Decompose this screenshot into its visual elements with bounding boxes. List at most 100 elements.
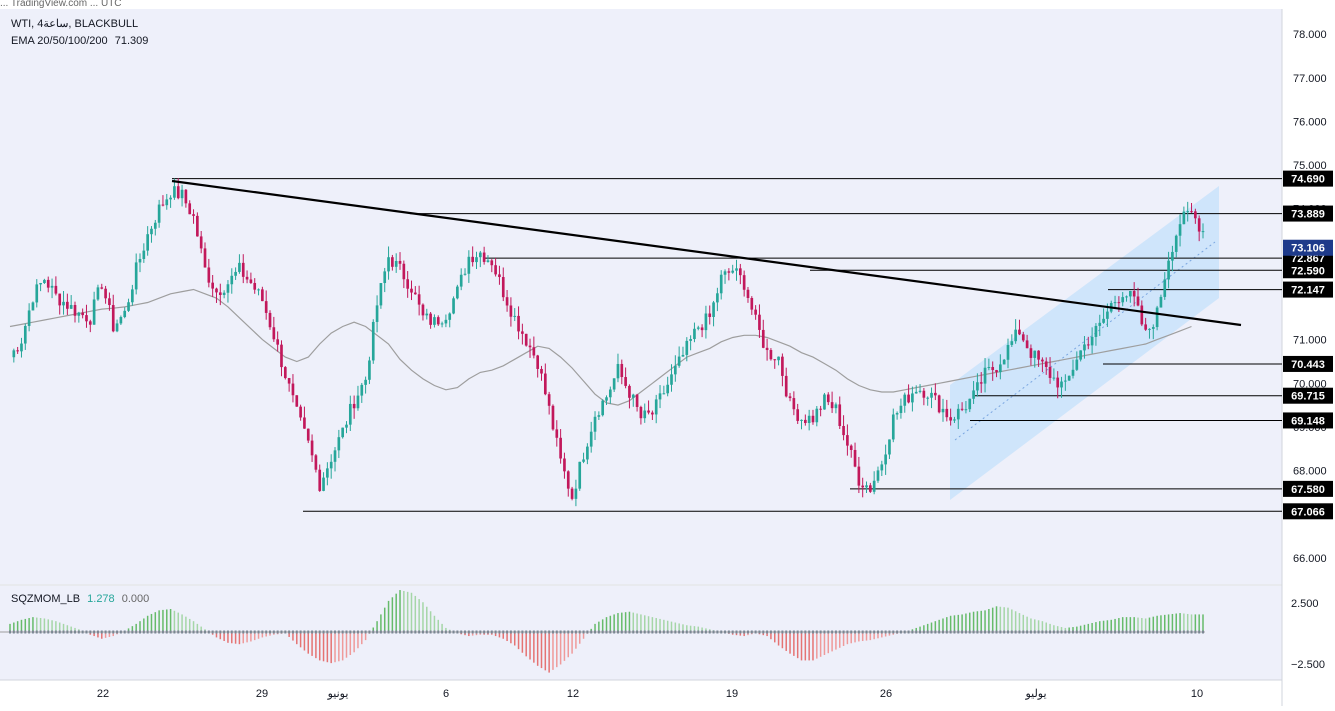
candle-body xyxy=(934,392,937,396)
candle-body xyxy=(1102,318,1105,323)
squeeze-dot xyxy=(318,630,321,634)
price-level-label-4: 72.147 xyxy=(1291,285,1325,297)
squeeze-dot xyxy=(43,630,46,634)
candle-body xyxy=(341,427,344,438)
squeeze-dot xyxy=(655,630,658,634)
squeeze-dot xyxy=(632,630,635,634)
candle-body xyxy=(777,356,780,361)
candle-body xyxy=(1182,211,1186,225)
squeeze-dot xyxy=(834,630,837,634)
squeeze-dot xyxy=(1064,630,1067,634)
candle-body xyxy=(869,485,872,492)
squeeze-dot xyxy=(1186,630,1189,634)
candle-body xyxy=(1148,328,1151,330)
candle-body xyxy=(257,289,260,291)
squeeze-dot xyxy=(326,630,329,634)
candle-body xyxy=(796,409,800,421)
candle-body xyxy=(1079,350,1082,360)
squeeze-dot xyxy=(253,630,256,634)
squeeze-dot xyxy=(804,630,807,634)
candle-body xyxy=(62,301,65,306)
squeeze-dot xyxy=(1110,630,1113,634)
candle-body xyxy=(203,248,207,268)
candle-body xyxy=(406,279,410,289)
squeeze-dot xyxy=(911,630,914,634)
squeeze-dot xyxy=(502,630,505,634)
squeeze-dot xyxy=(131,630,134,634)
indicator-legend[interactable]: SQZMOM_LB 1.278 0.000 xyxy=(11,593,153,605)
squeeze-dot xyxy=(288,630,291,634)
squeeze-dot xyxy=(307,630,310,634)
squeeze-dot xyxy=(464,630,467,634)
candle-body xyxy=(532,347,536,356)
squeeze-dot xyxy=(196,630,199,634)
candle-body xyxy=(176,186,180,199)
squeeze-dot xyxy=(1156,630,1159,634)
squeeze-dot xyxy=(1049,630,1052,634)
squeeze-dot xyxy=(582,630,585,634)
candle-body xyxy=(991,367,995,371)
squeeze-dot xyxy=(223,630,226,634)
candle-body xyxy=(811,415,815,423)
squeeze-dot xyxy=(636,630,639,634)
squeeze-dot xyxy=(838,630,841,634)
candle-body xyxy=(123,310,127,318)
candle-body xyxy=(444,319,448,324)
squeeze-dot xyxy=(62,630,65,634)
squeeze-dot xyxy=(980,630,983,634)
indicator-name: SQZMOM_LB xyxy=(11,593,81,605)
squeeze-dot xyxy=(215,630,218,634)
squeeze-dot xyxy=(961,630,964,634)
squeeze-dot xyxy=(708,630,711,634)
squeeze-dot xyxy=(1010,630,1013,634)
squeeze-dot xyxy=(108,630,111,634)
candle-body xyxy=(1056,377,1060,388)
squeeze-dot xyxy=(441,630,444,634)
squeeze-dot xyxy=(544,630,547,634)
squeeze-dot xyxy=(693,630,696,634)
candle-body xyxy=(222,292,226,295)
candle-body xyxy=(1090,336,1094,346)
squeeze-dot xyxy=(976,630,979,634)
squeeze-dot xyxy=(1052,630,1055,634)
price-level-label-8-bg xyxy=(1283,480,1333,497)
candle-body xyxy=(731,270,735,273)
squeeze-dot xyxy=(444,630,447,634)
squeeze-dot xyxy=(406,630,409,634)
candle-body xyxy=(651,412,654,415)
candle-body xyxy=(379,283,383,306)
squeeze-dot xyxy=(150,630,153,634)
ema-legend[interactable]: EMA 20/50/100/200 71.309 xyxy=(11,35,152,47)
squeeze-dot xyxy=(1018,630,1021,634)
squeeze-dot xyxy=(1152,630,1155,634)
candle-body xyxy=(547,394,551,406)
candle-body xyxy=(1129,291,1132,297)
candle-body xyxy=(987,367,991,369)
candle-body xyxy=(180,189,184,199)
candle-body xyxy=(543,373,547,395)
candle-body xyxy=(264,301,268,313)
candle-body xyxy=(586,446,589,460)
candle-body xyxy=(1136,296,1140,306)
symbol-legend[interactable]: WTI, 4ساعة, BLACKBULL xyxy=(11,17,142,30)
candle-body xyxy=(666,384,670,394)
squeeze-dot xyxy=(246,630,249,634)
squeeze-dot xyxy=(811,630,814,634)
candle-body xyxy=(911,393,914,403)
squeeze-dot xyxy=(823,630,826,634)
squeeze-dot xyxy=(211,630,214,634)
squeeze-dot xyxy=(919,630,922,634)
indicator-scale-bottom: −2.500 xyxy=(1291,659,1325,671)
squeeze-dot xyxy=(1179,630,1182,634)
x-tick-label-3: 6 xyxy=(443,688,449,700)
candle-body xyxy=(696,327,700,329)
candle-body xyxy=(490,260,494,266)
candle-body xyxy=(119,317,123,324)
candle-body xyxy=(861,485,865,488)
price-level-label-3: 72.590 xyxy=(1291,265,1325,277)
squeeze-dot xyxy=(410,630,413,634)
squeeze-dot xyxy=(395,630,398,634)
squeeze-dot xyxy=(238,630,241,634)
candle-body xyxy=(1117,302,1121,304)
